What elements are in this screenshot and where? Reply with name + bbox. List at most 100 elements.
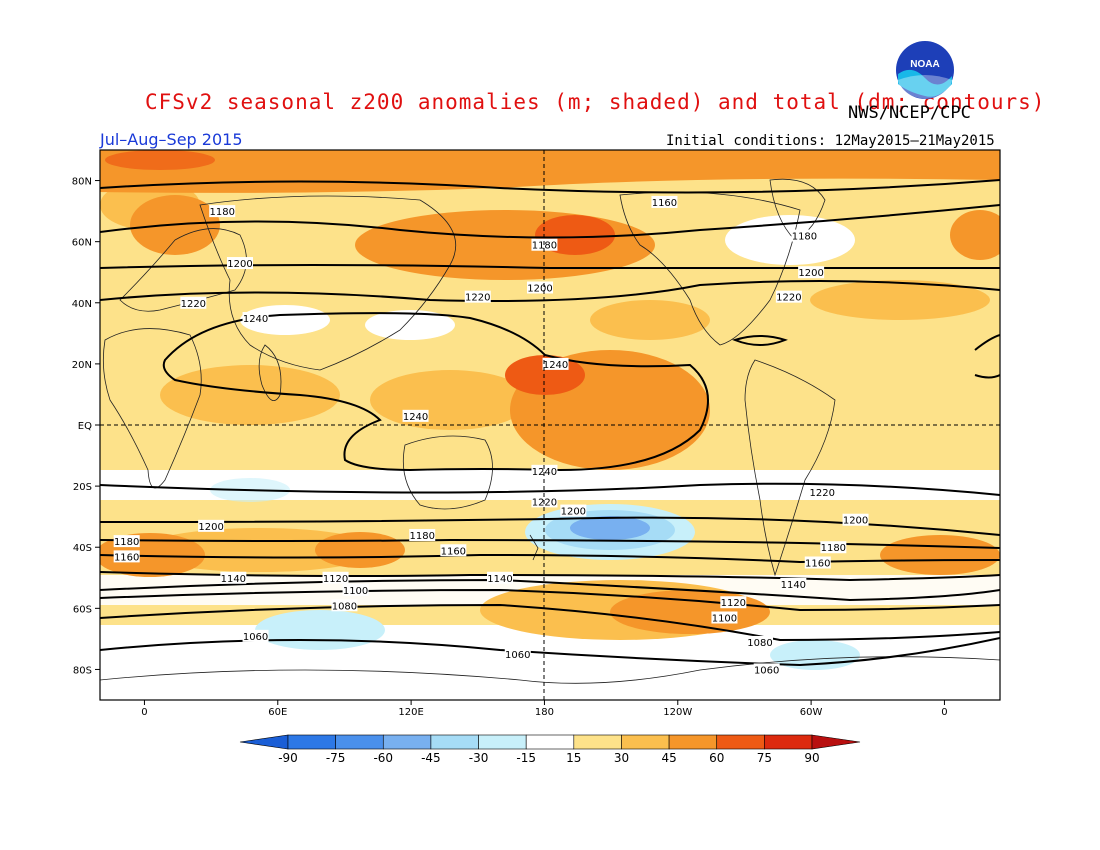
contour-label: 1240 [243,314,268,325]
contour-label-bg [440,544,467,557]
latitude-axis: 80N 60N 40N 20N EQ 20S 40S 60S 80S [72,177,100,676]
contour-label-bg [220,571,247,584]
contour-label-bg [487,571,513,584]
greenland-coast [769,178,826,241]
shade-white-antarctic [100,625,1000,700]
contour-1240 [162,312,709,472]
initial-conditions-label: Initial conditions: 12May2015–21May2015 [666,133,995,149]
shade-blue-s-indian [255,610,385,650]
contour-label: 1200 [798,268,823,279]
longitude-axis: 0 60E 120E 180 120W 60W 0 [141,700,948,718]
contour-label: 1100 [712,614,737,625]
contour-label-bg [651,195,678,208]
colorbar: -90 -75 -60 -45 -30 -15 15 30 45 60 75 90 [239,734,861,765]
season-label: Jul–Aug–Sep 2015 [100,130,243,149]
contour-label: 1060 [754,665,779,676]
contour-label: 1220 [776,293,801,304]
contour-label-bg [720,596,747,609]
contour-label: 1140 [487,574,512,585]
contour-label-bg [227,257,253,270]
contour-label: 1160 [652,198,677,209]
contour-label-bg [842,513,869,526]
lat-tick-label: 80N [72,177,92,188]
contour-label: 1200 [198,522,223,533]
contour-label-bg [804,556,831,569]
contour-label-bg [402,409,429,422]
contour-label: 1140 [781,580,806,591]
contour-label: 1240 [403,412,428,423]
contour-label: 1240 [543,360,568,371]
contour-label-bg [791,229,818,242]
colorbar-swatch [478,734,527,750]
contour-label: 1180 [114,537,139,548]
colorbar-max-arrow [811,734,861,750]
colorbar-swatch [335,734,384,750]
contour-label: 1100 [343,586,368,597]
colorbar-min-arrow [239,734,289,750]
coastlines [100,178,1000,684]
chart-title: CFSv2 seasonal z200 anomalies (m; shaded… [145,90,1046,114]
colorbar-label: -90 [278,751,298,765]
contour-label-bg [531,464,558,477]
lat-tick-label: 40S [73,543,92,554]
africa-coast [102,328,202,489]
colorbar-swatch [764,734,813,750]
lat-tick-label: 40N [72,299,92,310]
contour-label-bg [527,281,553,294]
contour-label: 1180 [821,543,846,554]
colorbar-swatch [430,734,479,750]
lon-tick-label: 120E [398,707,423,718]
lat-tick-label: 20S [73,482,92,493]
contour-label: 1200 [227,259,252,270]
lon-tick-label: 0 [941,707,947,718]
lat-tick-label: 60N [72,238,92,249]
antarctica-coast [100,656,1000,684]
contour-label: 1140 [221,574,246,585]
contour-label: 1200 [843,516,868,527]
shade-white-n-pac [365,310,455,340]
contour-label-bg [542,357,569,370]
lat-tick-label: 80S [73,665,92,676]
contour-label: 1160 [805,559,830,570]
colorbar-swatch [716,734,765,750]
colorbar-label: 90 [804,751,819,765]
colorbar-label: 15 [566,751,581,765]
s-america-coast [744,359,836,577]
contour-label-bg [113,550,140,563]
contour-label-bg [809,486,836,499]
colorbar-swatch [382,734,432,750]
contour-label-bg [560,504,587,517]
contour-label: 1160 [441,546,466,557]
asia-coast [199,195,457,371]
agency-label: NWS/NCEP/CPC [848,103,971,123]
contour-label: 1200 [561,507,586,518]
lat-tick-label: EQ [78,421,92,432]
contour-label: 1080 [747,638,772,649]
logo-text: NOAA [910,59,939,70]
contour-label: 1160 [114,552,139,563]
lat-tick-label: 20N [72,360,92,371]
colorbar-swatch [573,734,622,750]
europe-coast [119,228,247,312]
colorbar-label: 60 [709,751,724,765]
noaa-logo-icon: NOAA [896,41,954,99]
lon-tick-label: 60W [800,707,823,718]
contour-label-bg [409,529,436,541]
contour-label: 1180 [409,531,434,542]
lon-tick-label: 120W [663,707,692,718]
india-coast [258,344,282,402]
contour-label-bg [331,599,358,612]
colorbar-label: -60 [373,751,393,765]
colorbar-label: -45 [421,751,441,765]
contour-label-bg [242,629,269,642]
contour-label: 1060 [243,632,268,643]
contour-label: 1200 [527,284,552,295]
colorbar-swatch [668,734,718,750]
contour-label-bg [113,535,140,548]
contour-label-bg [780,577,807,590]
contour-label-bg [322,571,349,584]
contour-label-bg [342,584,369,596]
colorbar-label: -30 [469,751,489,765]
colorbar-label: -15 [516,751,536,765]
